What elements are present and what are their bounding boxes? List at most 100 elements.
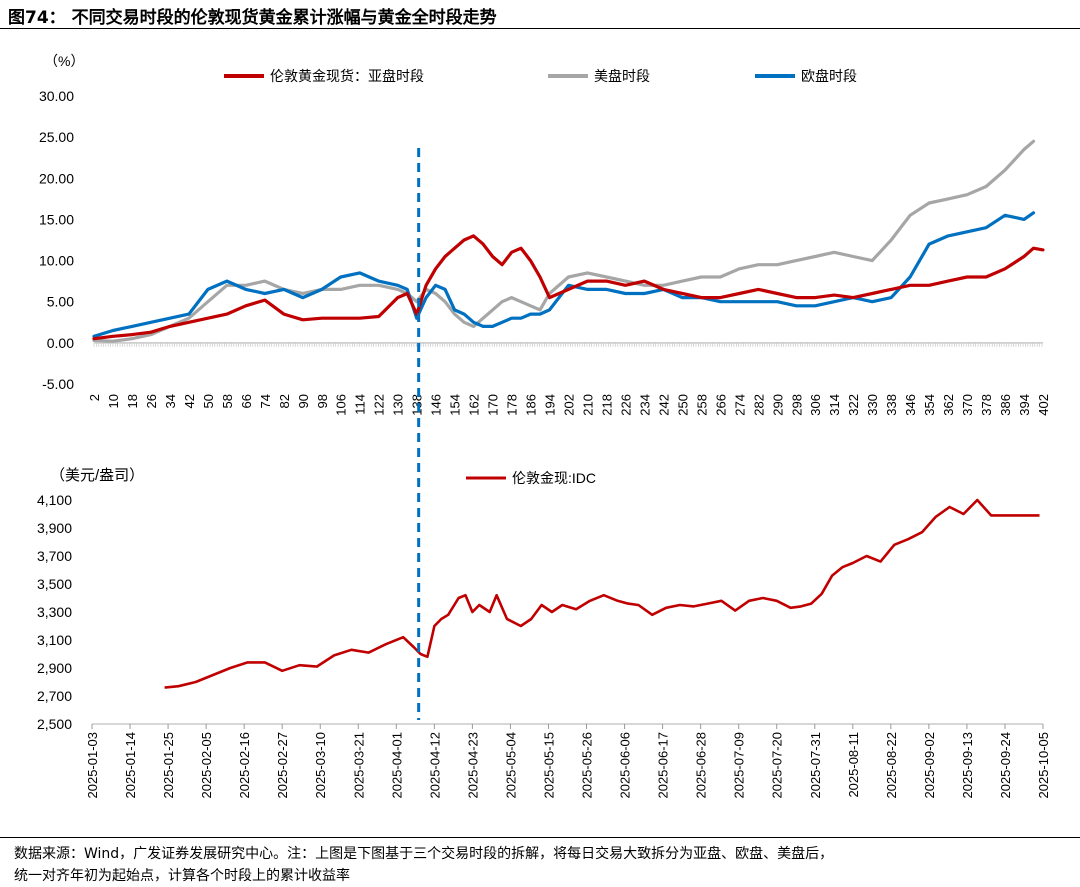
top-x-tick-label: 122 — [372, 394, 387, 416]
bottom-x-tick-label: 2025-09-13 — [960, 732, 975, 799]
top-x-tick-label: 402 — [1036, 394, 1051, 416]
top-x-tick-label: 346 — [903, 394, 918, 416]
top-chart-cumulative-returns: （%） 伦敦黄金现货：亚盘时段 美盘时段 欧盘时段 30.0025.0020.001… — [39, 53, 1051, 416]
top-x-tick-label: 210 — [580, 394, 595, 416]
bottom-y-tick-label: 2,700 — [37, 688, 72, 704]
top-x-tick-label: 242 — [656, 394, 671, 416]
top-x-tick-label: 186 — [524, 394, 539, 416]
top-x-tick-label: 162 — [467, 394, 482, 416]
top-x-tick-label: 226 — [618, 394, 633, 416]
bottom-x-tick-label: 2025-06-06 — [618, 732, 633, 799]
top-chart-x-axis: 2101826344250586674829098106114122130138… — [87, 394, 1051, 416]
top-x-tick-label: 114 — [353, 394, 368, 415]
bottom-x-tick-label: 2025-07-09 — [732, 732, 747, 799]
top-y-tick-label: 10.00 — [39, 253, 74, 269]
bottom-x-tick-label: 2025-01-14 — [123, 732, 138, 799]
bottom-y-tick-label: 2,900 — [37, 660, 72, 676]
top-x-tick-label: 202 — [562, 394, 577, 416]
bottom-chart-series — [164, 498, 1040, 689]
top-x-tick-label: 282 — [751, 394, 766, 416]
top-x-tick-label: 74 — [258, 394, 273, 408]
bottom-y-tick-label: 3,100 — [37, 632, 72, 648]
top-x-tick-label: 362 — [941, 394, 956, 416]
top-chart-series — [92, 139, 1045, 343]
top-x-tick-label: 258 — [694, 394, 709, 416]
top-x-tick-label: 290 — [770, 394, 785, 416]
bottom-x-tick-label: 2025-08-11 — [846, 732, 861, 798]
bottom-x-tick-label: 2025-06-28 — [694, 732, 709, 799]
bottom-x-tick-label: 2025-02-05 — [199, 732, 214, 799]
bottom-y-tick-label: 3,900 — [37, 520, 72, 536]
title-rule — [0, 28, 1080, 29]
bottom-x-tick-label: 2025-07-31 — [808, 732, 823, 799]
top-x-tick-label: 386 — [998, 394, 1013, 416]
bottom-x-tick-label: 2025-06-17 — [656, 732, 671, 799]
bottom-chart-unit-label: （美元/盎司） — [50, 467, 144, 484]
top-y-tick-label: 25.00 — [39, 129, 74, 145]
top-x-tick-label: 146 — [429, 394, 444, 416]
top-y-tick-label: 5.00 — [47, 294, 74, 310]
top-y-tick-label: 15.00 — [39, 211, 74, 227]
top-x-tick-label: 130 — [391, 394, 406, 416]
top-x-tick-label: 98 — [315, 394, 330, 408]
bottom-y-tick-label: 3,300 — [37, 604, 72, 620]
top-x-tick-label: 10 — [106, 394, 121, 408]
bottom-x-tick-label: 2025-05-15 — [541, 732, 556, 799]
bottom-x-tick-label: 2025-07-20 — [770, 732, 785, 799]
top-x-tick-label: 58 — [220, 394, 235, 408]
top-x-tick-label: 250 — [675, 394, 690, 416]
bottom-x-tick-label: 2025-05-26 — [580, 732, 595, 799]
top-x-tick-label: 298 — [789, 394, 804, 416]
top-series-line-us — [92, 139, 1036, 343]
bottom-x-tick-label: 2025-04-01 — [389, 732, 404, 799]
top-x-tick-label: 82 — [277, 394, 292, 408]
bottom-x-tick-label: 2025-10-05 — [1036, 732, 1051, 799]
top-y-tick-label: 20.00 — [39, 170, 74, 186]
top-x-tick-label: 2 — [87, 394, 102, 401]
bottom-x-tick-label: 2025-01-25 — [161, 732, 176, 799]
bottom-chart-x-axis: 2025-01-03 2025-01-14 2025-01-25 2025-02-05… — [85, 724, 1051, 799]
footnote-line-2: 统一对齐年初为起始点，计算各个时段上的累计收益率 — [14, 868, 350, 884]
top-x-tick-label: 178 — [505, 394, 520, 416]
top-chart-legend: 伦敦黄金现货：亚盘时段 美盘时段 欧盘时段 — [224, 68, 857, 84]
bottom-y-tick-label: 3,500 — [37, 576, 72, 592]
top-x-tick-label: 378 — [979, 394, 994, 416]
top-chart-unit-label: （%） — [44, 53, 84, 69]
top-x-tick-label: 90 — [296, 394, 311, 408]
top-y-tick-label: 0.00 — [47, 335, 74, 351]
top-x-tick-label: 330 — [865, 394, 880, 416]
bottom-y-tick-label: 3,700 — [37, 548, 72, 564]
bottom-chart-legend: 伦敦金现:IDC — [466, 470, 596, 486]
top-x-tick-label: 266 — [713, 394, 728, 416]
bottom-x-tick-label: 2025-01-03 — [85, 732, 100, 799]
bottom-y-tick-label: 4,100 — [37, 492, 72, 508]
top-series-line-asia — [92, 234, 1045, 341]
footnote: 数据来源：Wind，广发证券发展研究中心。注：上图是下图基于三个交易时段的拆解，… — [14, 843, 1074, 887]
bottom-x-tick-label: 2025-03-10 — [313, 732, 328, 799]
top-x-tick-label: 322 — [846, 394, 861, 416]
top-x-tick-label: 306 — [808, 394, 823, 416]
top-x-tick-label: 170 — [486, 394, 501, 416]
top-x-tick-label: 42 — [182, 394, 197, 408]
bottom-x-tick-label: 2025-03-21 — [351, 732, 366, 799]
legend-label-asia: 伦敦黄金现货：亚盘时段 — [270, 68, 424, 84]
legend-label-eu: 欧盘时段 — [801, 68, 857, 84]
top-x-tick-label: 34 — [163, 394, 178, 408]
bottom-y-tick-label: 2,500 — [37, 716, 72, 732]
top-x-tick-label: 338 — [884, 394, 899, 416]
bottom-chart-y-axis: 4,100 3,900 3,700 3,500 3,300 3,100 2,900 2,700… — [37, 492, 1043, 732]
bottom-x-tick-label: 2025-09-24 — [998, 732, 1013, 799]
top-x-tick-label: 394 — [1017, 394, 1032, 416]
bottom-x-tick-label: 2025-04-12 — [427, 732, 442, 799]
bottom-x-tick-label: 2025-02-16 — [237, 732, 252, 799]
top-x-tick-label: 66 — [239, 394, 254, 408]
bottom-x-tick-label: 2025-04-23 — [465, 732, 480, 799]
bottom-x-tick-label: 2025-02-27 — [275, 732, 290, 799]
legend-label-us: 美盘时段 — [594, 68, 650, 84]
top-y-tick-label: -5.00 — [42, 376, 74, 392]
top-x-tick-label: 354 — [922, 394, 937, 416]
bottom-x-tick-label: 2025-08-22 — [884, 732, 899, 799]
footnote-rule — [0, 837, 1080, 838]
top-x-tick-label: 50 — [201, 394, 216, 408]
